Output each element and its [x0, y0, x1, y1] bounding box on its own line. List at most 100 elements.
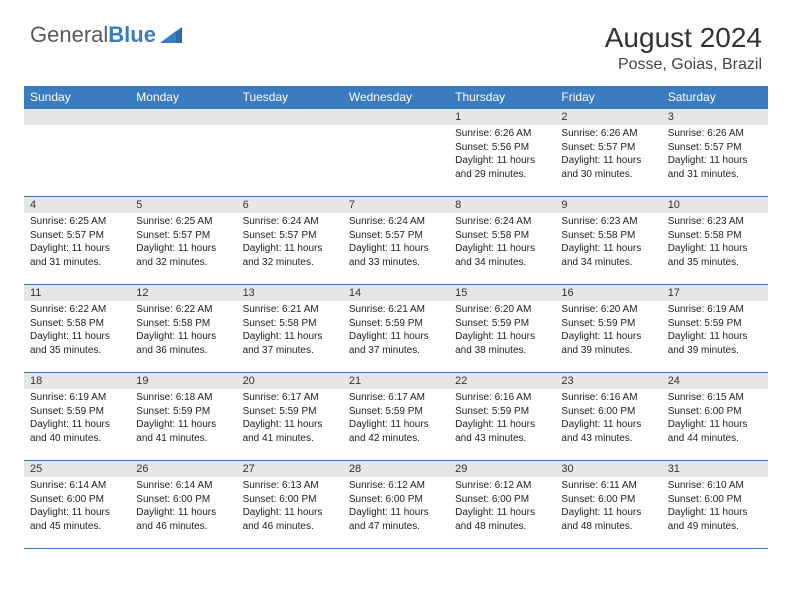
calendar-empty-cell [343, 109, 449, 197]
day-details: Sunrise: 6:12 AMSunset: 6:00 PMDaylight:… [449, 477, 555, 537]
sunrise-line: Sunrise: 6:14 AM [30, 479, 124, 493]
sunset-line: Sunset: 5:58 PM [668, 229, 762, 243]
calendar-week-row: 11Sunrise: 6:22 AMSunset: 5:58 PMDayligh… [24, 285, 768, 373]
weekday-header: Saturday [662, 86, 768, 109]
daylight-line: Daylight: 11 hours and 36 minutes. [136, 330, 230, 357]
sunrise-line: Sunrise: 6:23 AM [668, 215, 762, 229]
sunrise-line: Sunrise: 6:25 AM [136, 215, 230, 229]
calendar-day-cell: 21Sunrise: 6:17 AMSunset: 5:59 PMDayligh… [343, 373, 449, 461]
sunrise-line: Sunrise: 6:14 AM [136, 479, 230, 493]
calendar-day-cell: 16 Sunrise: 6:20 AMSunset: 5:59 PMDayligh… [555, 285, 661, 373]
day-details: Sunrise: 6:26 AMSunset: 5:56 PMDaylight:… [449, 125, 555, 185]
sunrise-line: Sunrise: 6:20 AM [561, 303, 655, 317]
day-details: Sunrise: 6:20 AMSunset: 5:59 PMDaylight:… [449, 301, 555, 361]
sunset-line: Sunset: 6:00 PM [455, 493, 549, 507]
sunrise-line: Sunrise: 6:13 AM [243, 479, 337, 493]
day-number: 18 [24, 373, 130, 389]
sunrise-line: Sunrise: 6:16 AM [561, 391, 655, 405]
daylight-line: Daylight: 11 hours and 34 minutes. [561, 242, 655, 269]
daylight-line: Daylight: 11 hours and 34 minutes. [455, 242, 549, 269]
day-number: 12 [130, 285, 236, 301]
sunrise-line: Sunrise: 6:17 AM [243, 391, 337, 405]
sunset-line: Sunset: 6:00 PM [668, 493, 762, 507]
calendar-day-cell: 28Sunrise: 6:12 AMSunset: 6:00 PMDayligh… [343, 461, 449, 549]
sunset-line: Sunset: 6:00 PM [668, 405, 762, 419]
sunrise-line: Sunrise: 6:19 AM [30, 391, 124, 405]
day-number: 27 [237, 461, 343, 477]
day-number [343, 109, 449, 125]
brand-sail-icon [158, 25, 184, 45]
calendar-day-cell: 7Sunrise: 6:24 AMSunset: 5:57 PMDaylight… [343, 197, 449, 285]
day-number: 20 [237, 373, 343, 389]
day-number: 30 [555, 461, 661, 477]
day-number [237, 109, 343, 125]
daylight-line: Daylight: 11 hours and 47 minutes. [349, 506, 443, 533]
sunset-line: Sunset: 6:00 PM [243, 493, 337, 507]
sunset-line: Sunset: 6:00 PM [136, 493, 230, 507]
day-details: Sunrise: 6:14 AMSunset: 6:00 PMDaylight:… [24, 477, 130, 537]
day-number: 16 [555, 285, 661, 301]
day-number: 8 [449, 197, 555, 213]
calendar-day-cell: 15Sunrise: 6:20 AMSunset: 5:59 PMDayligh… [449, 285, 555, 373]
daylight-line: Daylight: 11 hours and 48 minutes. [455, 506, 549, 533]
weekday-header: Thursday [449, 86, 555, 109]
day-number: 24 [662, 373, 768, 389]
sunrise-line: Sunrise: 6:21 AM [243, 303, 337, 317]
sunrise-line: Sunrise: 6:22 AM [136, 303, 230, 317]
daylight-line: Daylight: 11 hours and 40 minutes. [30, 418, 124, 445]
daylight-line: Daylight: 11 hours and 35 minutes. [668, 242, 762, 269]
day-number: 5 [130, 197, 236, 213]
sunset-line: Sunset: 5:58 PM [243, 317, 337, 331]
calendar-week-row: 18 Sunrise: 6:19 AMSunset: 5:59 PMDayligh… [24, 373, 768, 461]
day-details: Sunrise: 6:16 AMSunset: 6:00 PMDaylight:… [555, 389, 661, 449]
calendar-empty-cell [237, 109, 343, 197]
month-title: August 2024 [605, 22, 762, 54]
day-details: Sunrise: 6:14 AMSunset: 6:00 PMDaylight:… [130, 477, 236, 537]
day-number: 29 [449, 461, 555, 477]
day-details [343, 125, 449, 185]
sunrise-line: Sunrise: 6:26 AM [455, 127, 549, 141]
day-details: Sunrise: 6:19 AMSunset: 5:59 PMDaylight:… [662, 301, 768, 361]
day-details: Sunrise: 6:12 AMSunset: 6:00 PMDaylight:… [343, 477, 449, 537]
sunset-line: Sunset: 5:59 PM [561, 317, 655, 331]
calendar-day-cell: 23Sunrise: 6:16 AMSunset: 6:00 PMDayligh… [555, 373, 661, 461]
day-number: 22 [449, 373, 555, 389]
weekday-header-row: SundayMondayTuesdayWednesdayThursdayFrid… [24, 86, 768, 109]
sunset-line: Sunset: 5:59 PM [30, 405, 124, 419]
calendar-week-row: 25Sunrise: 6:14 AMSunset: 6:00 PMDayligh… [24, 461, 768, 549]
daylight-line: Daylight: 11 hours and 39 minutes. [561, 330, 655, 357]
day-details: Sunrise: 6:24 AMSunset: 5:57 PMDaylight:… [343, 213, 449, 273]
calendar-table: SundayMondayTuesdayWednesdayThursdayFrid… [24, 86, 768, 549]
weekday-header: Monday [130, 86, 236, 109]
brand-part2: Blue [108, 22, 156, 47]
day-details: Sunrise: 6:18 AMSunset: 5:59 PMDaylight:… [130, 389, 236, 449]
weekday-header: Tuesday [237, 86, 343, 109]
sunrise-line: Sunrise: 6:12 AM [349, 479, 443, 493]
day-number: 19 [130, 373, 236, 389]
day-details: Sunrise: 6:23 AMSunset: 5:58 PMDaylight:… [555, 213, 661, 273]
day-details: Sunrise: 6:15 AMSunset: 6:00 PMDaylight:… [662, 389, 768, 449]
sunset-line: Sunset: 5:59 PM [349, 317, 443, 331]
sunset-line: Sunset: 5:58 PM [136, 317, 230, 331]
sunrise-line: Sunrise: 6:21 AM [349, 303, 443, 317]
daylight-line: Daylight: 11 hours and 37 minutes. [349, 330, 443, 357]
day-number: 28 [343, 461, 449, 477]
day-details: Sunrise: 6:23 AMSunset: 5:58 PMDaylight:… [662, 213, 768, 273]
calendar-day-cell: 24Sunrise: 6:15 AMSunset: 6:00 PMDayligh… [662, 373, 768, 461]
day-number [130, 109, 236, 125]
calendar-day-cell: 11Sunrise: 6:22 AMSunset: 5:58 PMDayligh… [24, 285, 130, 373]
day-number: 25 [24, 461, 130, 477]
title-block: August 2024 Posse, Goias, Brazil [605, 22, 762, 74]
day-number: 17 [662, 285, 768, 301]
day-number: 3 [662, 109, 768, 125]
brand-text: GeneralBlue [30, 22, 156, 48]
calendar-day-cell: 5Sunrise: 6:25 AMSunset: 5:57 PMDaylight… [130, 197, 236, 285]
daylight-line: Daylight: 11 hours and 33 minutes. [349, 242, 443, 269]
daylight-line: Daylight: 11 hours and 31 minutes. [668, 154, 762, 181]
weekday-header: Wednesday [343, 86, 449, 109]
calendar-day-cell: 6Sunrise: 6:24 AMSunset: 5:57 PMDaylight… [237, 197, 343, 285]
day-number: 26 [130, 461, 236, 477]
sunset-line: Sunset: 5:57 PM [136, 229, 230, 243]
calendar-day-cell: 19Sunrise: 6:18 AMSunset: 5:59 PMDayligh… [130, 373, 236, 461]
calendar-day-cell: 4Sunrise: 6:25 AMSunset: 5:57 PMDaylight… [24, 197, 130, 285]
